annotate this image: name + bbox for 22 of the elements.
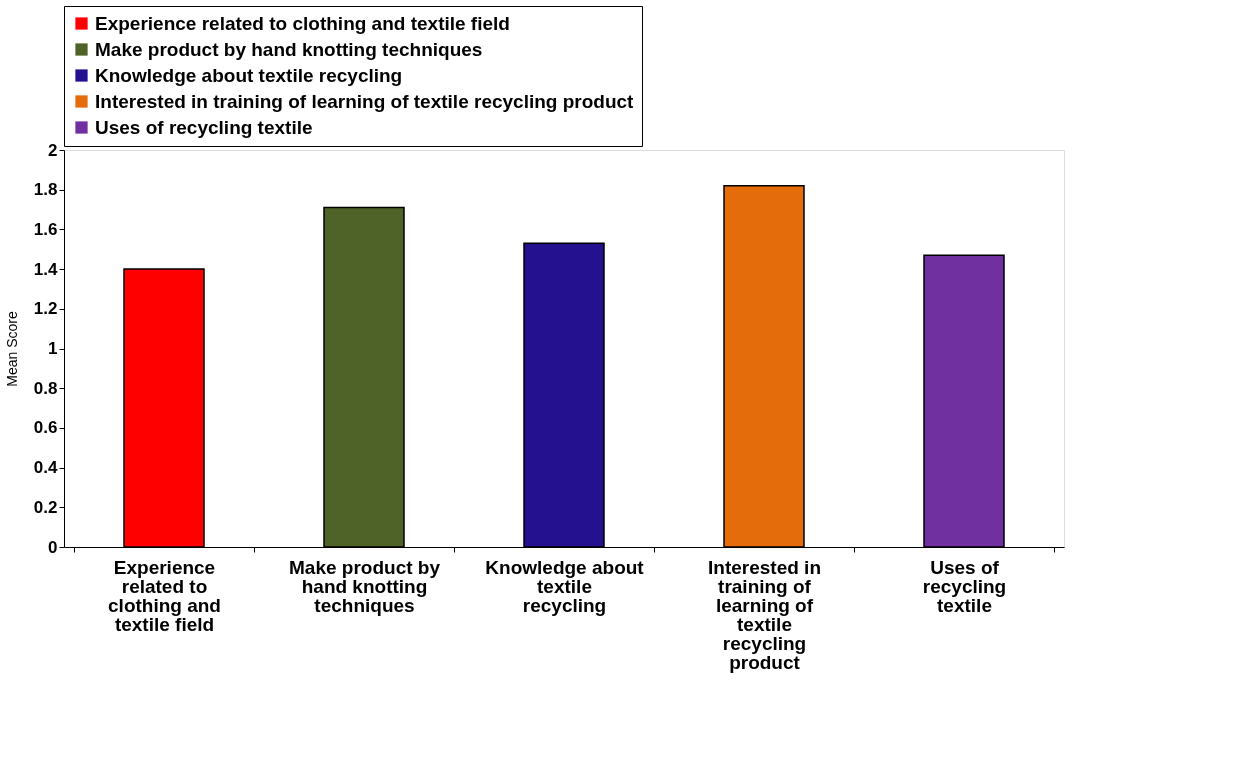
legend-label: Make product by hand knotting techniques: [95, 38, 483, 60]
x-tick-label: Experience related to clothing and textile field: [108, 556, 221, 635]
y-tick-label: 2: [48, 140, 58, 160]
y-tick-label: 0.4: [33, 458, 59, 478]
y-tick-label: 0.8: [33, 378, 58, 398]
x-tick-label: Interested in training of learning of textile recycling product: [708, 556, 821, 673]
y-tick-label: 0.6: [33, 418, 58, 438]
y-tick-label: 1: [48, 339, 58, 358]
y-tick-label: 1.8: [33, 180, 58, 200]
y-axis-title: Mean Score: [3, 311, 20, 387]
legend-label: Interested in training of learning of textile recycling product: [95, 90, 635, 112]
x-tick-label: Uses of recycling textile: [922, 556, 1007, 616]
y-tick-label: 1.6: [33, 219, 58, 239]
legend-label: Knowledge about textile recycling: [95, 64, 403, 86]
y-tick-label: 0.2: [33, 497, 58, 517]
legend-label: Experience related to clothing and textile field: [95, 12, 510, 34]
y-tick-label: 1.2: [33, 299, 58, 319]
x-tick-label: Knowledge about textile recycling: [485, 556, 645, 616]
y-tick-label: 0: [48, 537, 58, 557]
legend-label: Uses of recycling textile: [95, 116, 313, 138]
y-tick-label: 1.4: [33, 259, 59, 279]
x-tick-label: Make product by hand knotting techniques: [289, 556, 441, 616]
